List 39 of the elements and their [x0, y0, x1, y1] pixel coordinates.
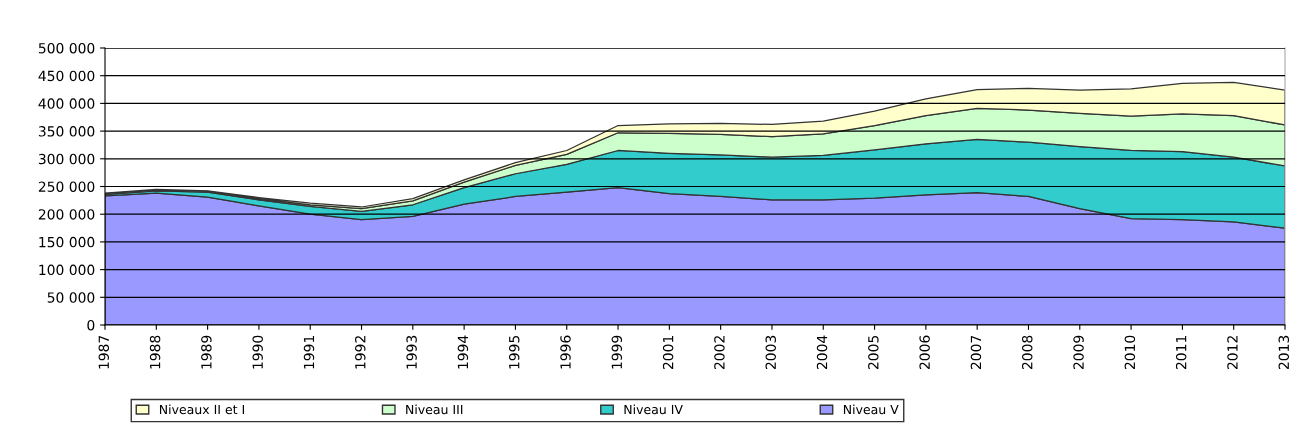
x-tick-label: 2005 — [868, 335, 879, 370]
x-tick-label: 2008 — [1022, 335, 1033, 370]
x-tick-label: 1987 — [98, 335, 110, 369]
y-tick-label: 300 000 — [38, 153, 95, 165]
legend-label: Niveau III — [406, 404, 463, 415]
x-tick-label: 2001 — [662, 336, 674, 370]
x-tick-label: 1992 — [355, 336, 366, 369]
y-tick-label: 50 000 — [47, 292, 95, 303]
legend-label: Niveaux II et I — [159, 404, 244, 415]
x-tick-label: 1991 — [303, 336, 315, 369]
y-tick-label: 0 — [87, 319, 95, 331]
x-tick-label: 1989 — [201, 335, 212, 369]
y-tick-label: 150 000 — [39, 236, 95, 248]
x-tick-label: 2010 — [1124, 335, 1136, 370]
y-tick-label: 350 000 — [38, 126, 95, 137]
legend-label: Niveau IV — [624, 404, 683, 415]
x-tick-label: 2002 — [714, 336, 725, 370]
x-tick-label: 2007 — [970, 335, 982, 370]
x-tick-label: 2009 — [1073, 335, 1084, 370]
y-tick-label: 200 000 — [38, 209, 95, 220]
y-tick-label: 400 000 — [38, 98, 95, 109]
x-tick-label: 1993 — [406, 335, 417, 369]
y-tick-label: 500 000 — [38, 42, 95, 54]
legend-label: Niveau V — [843, 404, 899, 415]
x-tick-label: 1990 — [252, 335, 263, 369]
y-tick-label: 100 000 — [39, 264, 95, 276]
x-tick-label: 1999 — [611, 335, 623, 369]
x-tick-label: 2011 — [1175, 336, 1187, 370]
x-tick-label: 2012 — [1227, 336, 1238, 370]
x-tick-label: 2003 — [765, 335, 776, 370]
x-tick-label: 2006 — [919, 335, 930, 370]
x-tick-label: 1996 — [560, 335, 571, 369]
x-tick-label: 1988 — [149, 335, 161, 369]
x-tick-label: 1994 — [457, 335, 469, 369]
x-tick-label: 2004 — [816, 335, 828, 370]
y-tick-label: 450 000 — [38, 70, 95, 82]
x-tick-label: 2013 — [1278, 335, 1290, 370]
y-tick-label: 250 000 — [38, 181, 95, 192]
x-tick-label: 1995 — [508, 335, 520, 369]
